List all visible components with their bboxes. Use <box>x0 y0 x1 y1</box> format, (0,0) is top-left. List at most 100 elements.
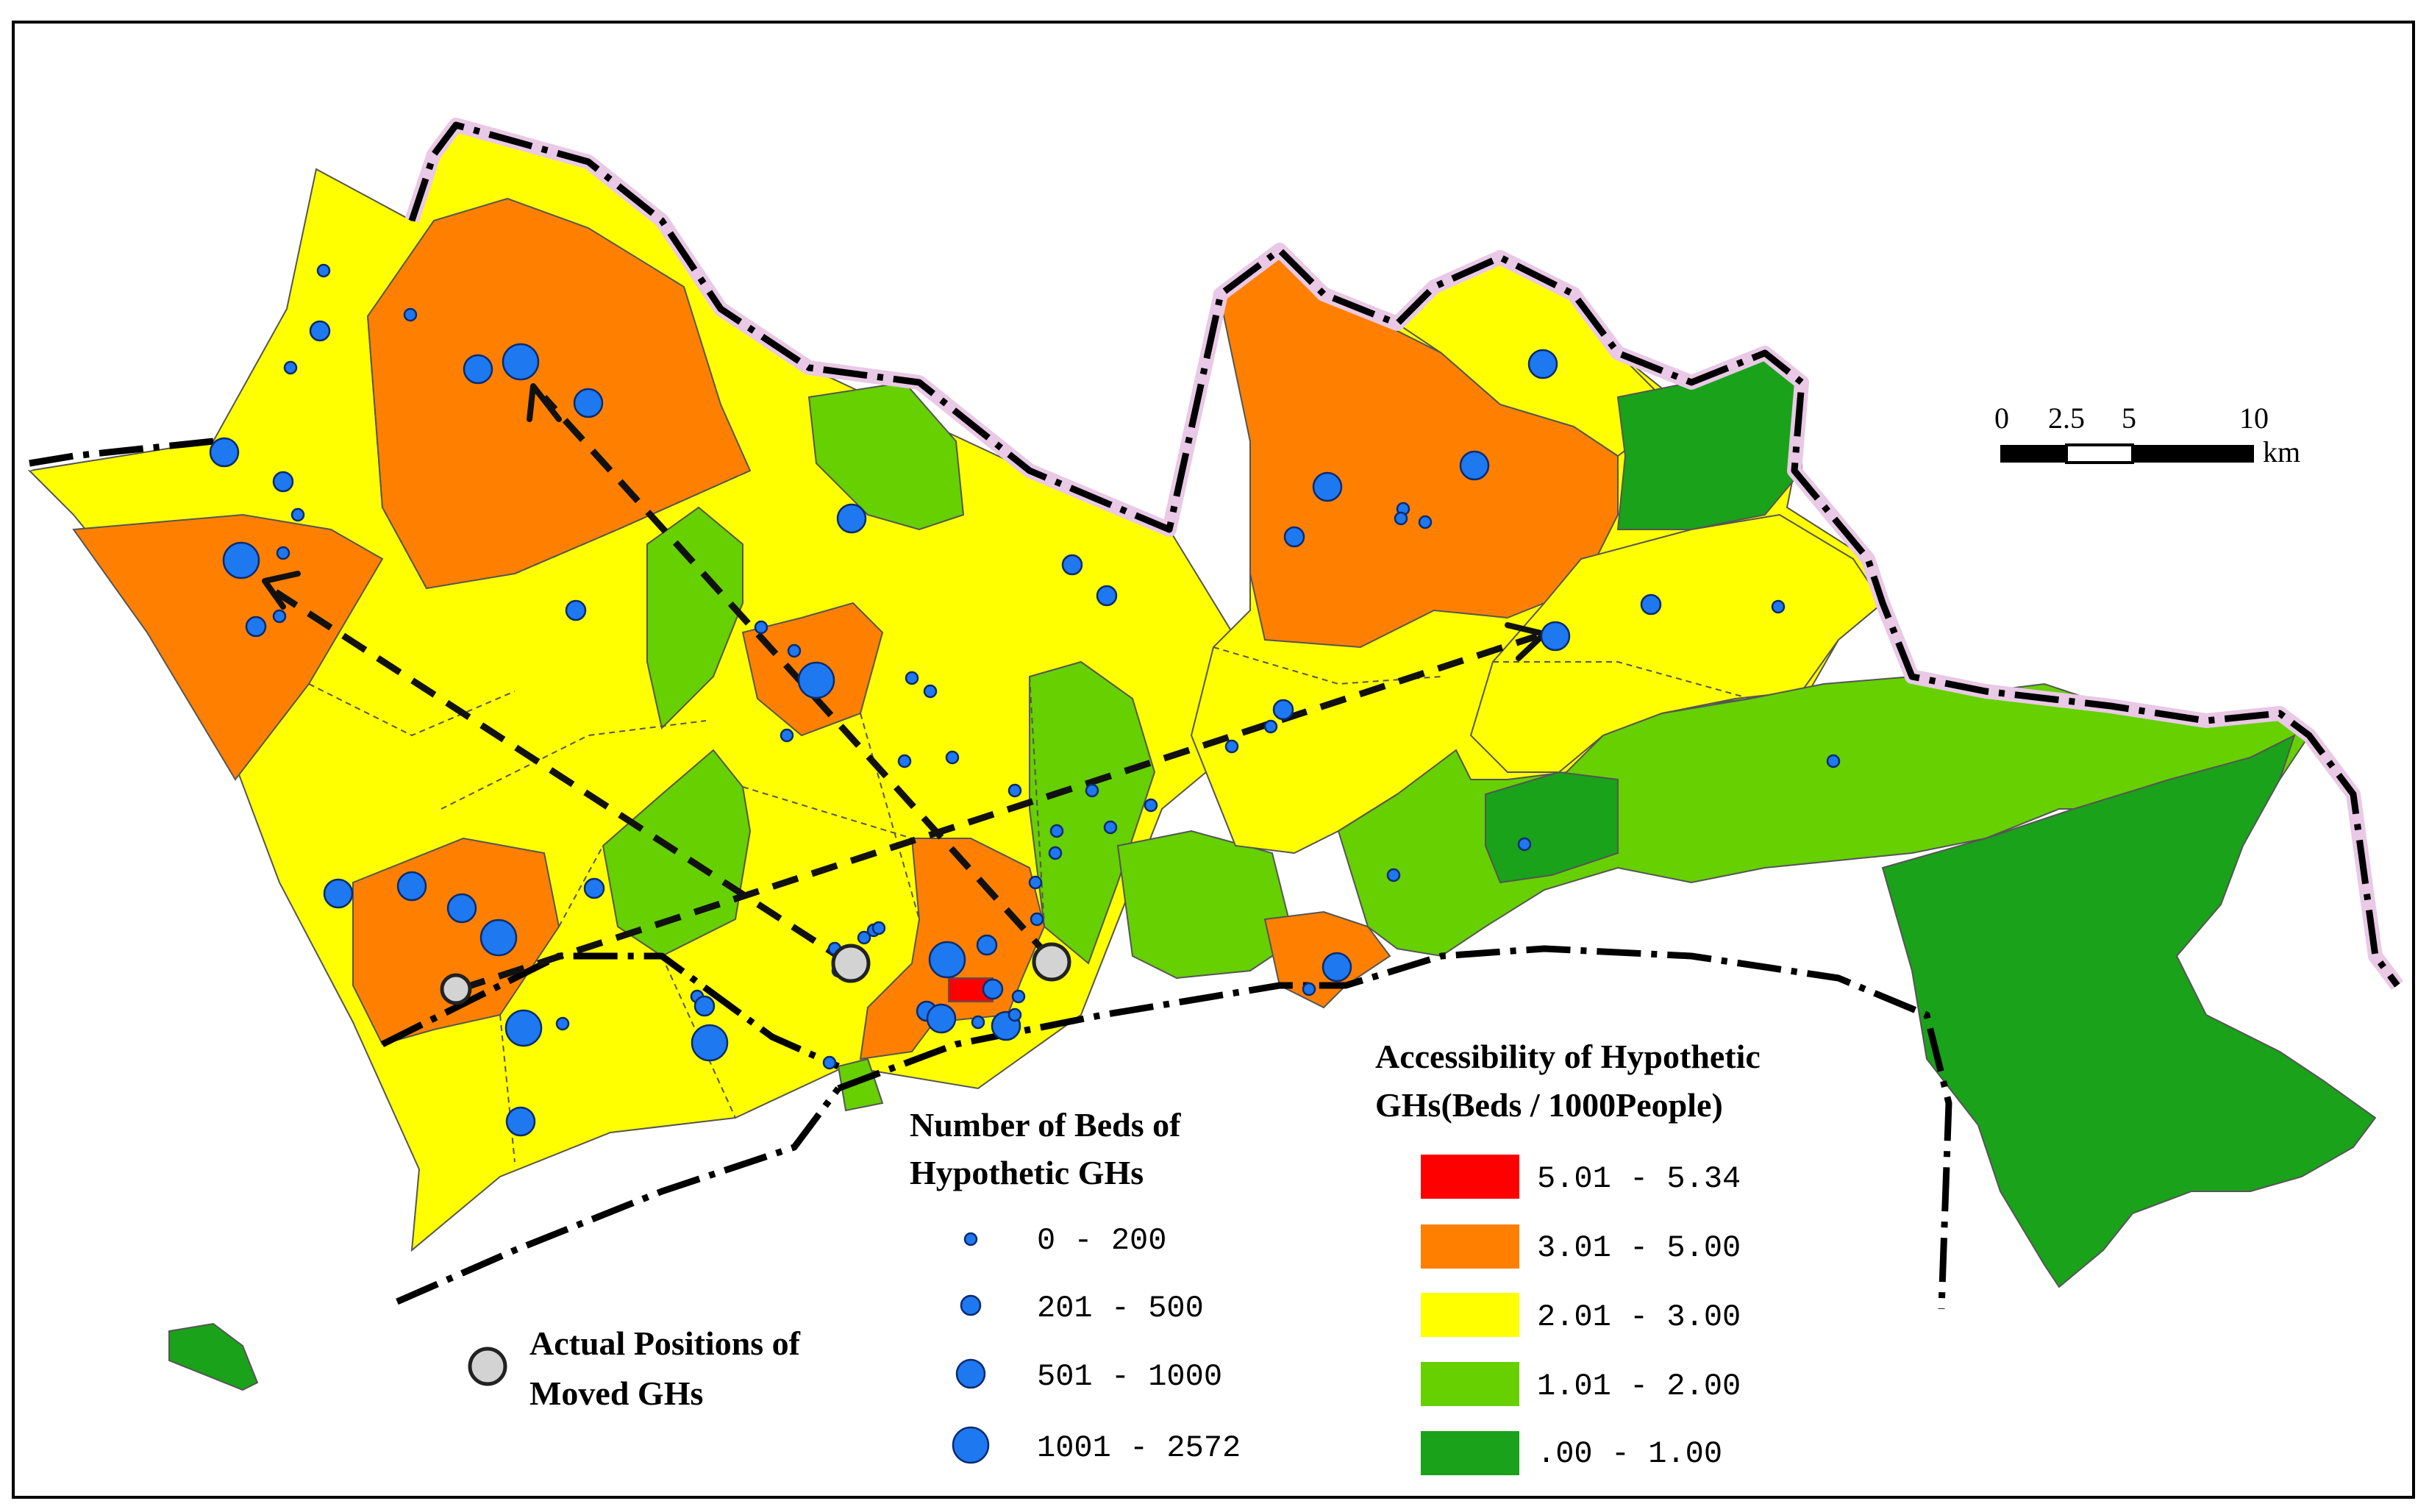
gh-bed-marker <box>928 941 966 979</box>
accessibility-legend: Accessibility of Hypothetic GHs(Beds / 1… <box>1375 1038 1761 1475</box>
gh-bed-marker <box>463 354 493 385</box>
boundary-lines <box>29 118 2403 1310</box>
gh-bed-marker <box>222 541 260 580</box>
accessibility-legend-label: 1.01 - 2.00 <box>1537 1369 1741 1404</box>
gh-bed-marker <box>1386 868 1401 882</box>
moved-gh-legend-symbol <box>468 1347 507 1386</box>
moved-gh-legend: Actual Positions of Moved GHs <box>468 1324 801 1412</box>
gh-bed-marker <box>504 1009 543 1047</box>
gh-bed-marker <box>787 643 802 658</box>
gh-bed-marker <box>1028 875 1043 890</box>
gh-bed-marker <box>396 871 427 902</box>
gh-bed-marker <box>1061 554 1083 576</box>
gh-bed-marker <box>1540 621 1571 652</box>
gh-bed-marker <box>822 1055 837 1070</box>
accessibility-legend-label: 5.01 - 5.34 <box>1537 1161 1741 1197</box>
moved-gh-marker <box>1032 942 1071 982</box>
gh-bed-marker <box>926 1003 957 1034</box>
gh-bed-marker <box>1272 699 1294 721</box>
gh-bed-marker <box>1771 599 1786 614</box>
gh-bed-marker <box>323 878 354 909</box>
gh-bed-marker <box>1007 783 1022 798</box>
region-north-green <box>807 381 965 531</box>
gh-bed-marker <box>905 671 919 685</box>
gh-bed-marker <box>316 263 331 278</box>
gh-bed-marker <box>1283 526 1305 548</box>
gh-bed-marker <box>693 995 716 1017</box>
island <box>168 1322 259 1391</box>
scale-tick-label: 2.5 <box>2048 402 2085 435</box>
gh-bed-marker <box>1096 585 1118 607</box>
gh-bed-marker <box>797 661 835 699</box>
gh-bed-marker <box>573 388 604 418</box>
gh-bed-marker <box>1007 1008 1022 1022</box>
gh-bed-marker <box>976 934 998 956</box>
accessibility-legend-label: 2.01 - 3.00 <box>1537 1299 1741 1335</box>
gh-bed-marker <box>836 503 867 534</box>
gh-bed-marker <box>754 620 768 635</box>
gh-bed-marker <box>1085 783 1099 798</box>
beds-legend-title: Hypothetic GHs <box>910 1154 1144 1191</box>
moved-gh-marker <box>831 944 871 983</box>
gh-bed-marker <box>871 921 886 935</box>
region-center-green-1 <box>646 506 743 730</box>
gh-bed-marker <box>565 599 587 621</box>
scale-tick-label: 0 <box>1994 402 2009 435</box>
region-se-darkgreen <box>1881 734 2377 1288</box>
moved-gh-legend-label: Moved GHs <box>529 1374 703 1412</box>
region-center-green-4 <box>1116 830 1296 980</box>
district-lines <box>308 315 1751 1163</box>
gh-bed-marker <box>1459 450 1490 481</box>
scale-tick-label: 5 <box>2122 402 2136 435</box>
scale-tick-label: 10 <box>2239 402 2269 435</box>
accessibility-legend-title: GHs(Beds / 1000People) <box>1375 1086 1723 1124</box>
beds-legend-symbol-2 <box>960 1294 982 1316</box>
gh-bed-marker <box>505 1106 536 1137</box>
gh-bed-marker <box>982 978 1004 1000</box>
accessibility-swatch-2 <box>1421 1224 1519 1269</box>
beds-legend-label: 0 - 200 <box>1037 1223 1166 1258</box>
gh-bed-marker <box>1048 846 1063 860</box>
gh-bed-marker <box>1517 837 1532 852</box>
gh-bed-marker <box>309 320 331 342</box>
beds-legend-label: 201 - 500 <box>1037 1291 1204 1326</box>
gh-bed-marker <box>780 728 794 743</box>
gh-bed-marker <box>1321 952 1352 983</box>
accessibility-legend-title: Accessibility of Hypothetic <box>1375 1038 1761 1075</box>
beds-legend-symbol-1 <box>963 1232 978 1247</box>
gh-bed-marker <box>1826 754 1841 769</box>
gh-bed-marker <box>209 437 240 468</box>
gh-bed-marker <box>283 360 298 375</box>
region-center-green-3 <box>1029 660 1156 965</box>
gh-bed-marker <box>1224 739 1239 754</box>
gh-bed-marker <box>1144 798 1158 813</box>
beds-legend-symbol-4 <box>952 1426 990 1464</box>
moved-gh-legend-label: Actual Positions of <box>529 1324 801 1362</box>
gh-bed-marker <box>1030 912 1044 927</box>
gh-bed-marker <box>1263 719 1278 734</box>
flow-arrowhead-1 <box>262 571 301 610</box>
gh-bed-marker <box>857 930 871 945</box>
gh-bed-marker <box>923 684 938 699</box>
gh-bed-marker <box>1103 820 1118 835</box>
gh-bed-marker <box>691 1024 729 1062</box>
accessibility-legend-label: 3.01 - 5.00 <box>1537 1230 1741 1266</box>
gh-bed-marker <box>1312 471 1343 502</box>
accessibility-swatch-3 <box>1421 1293 1519 1337</box>
beds-legend-label: 1001 - 2572 <box>1037 1430 1241 1466</box>
gh-bed-marker <box>1418 515 1433 529</box>
region-cs-green <box>837 1058 884 1112</box>
gh-bed-marker <box>403 307 418 322</box>
scale-unit-label: km <box>2263 435 2300 468</box>
gh-bed-marker <box>272 609 287 624</box>
gh-bed-marker <box>1049 824 1064 838</box>
gh-bed-marker <box>479 919 518 957</box>
beds-legend: Number of Beds of Hypothetic GHs 0 - 200… <box>910 1106 1241 1466</box>
gh-bed-marker <box>502 343 540 381</box>
gh-bed-marker <box>897 754 912 769</box>
beds-legend-symbol-3 <box>955 1358 986 1389</box>
accessibility-swatch-5 <box>1421 1431 1519 1475</box>
gh-bed-marker <box>583 877 605 899</box>
gh-bed-marker <box>1640 593 1662 616</box>
